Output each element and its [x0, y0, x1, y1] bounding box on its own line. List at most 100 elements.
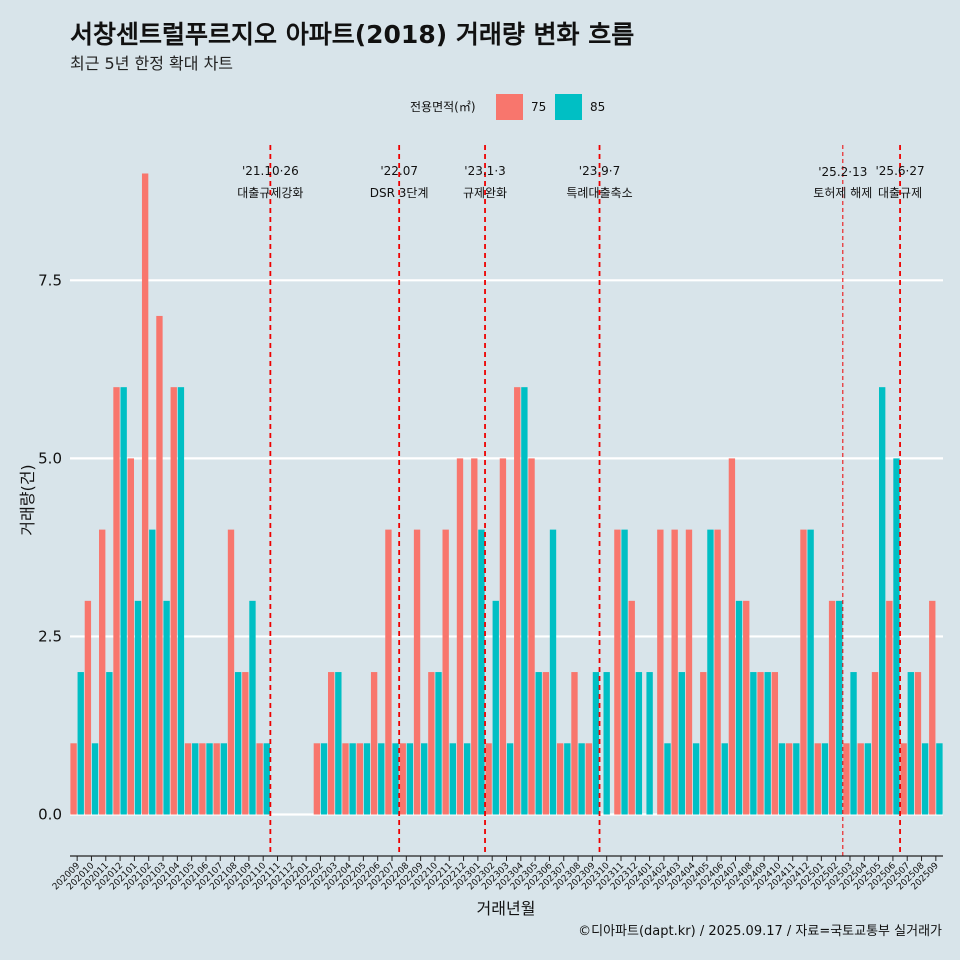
bar — [549, 529, 557, 815]
bar — [442, 529, 449, 815]
bar — [728, 458, 736, 815]
bar — [478, 529, 485, 815]
y-tick-label: 0.0 — [38, 806, 62, 824]
bar — [621, 529, 628, 815]
bar — [764, 672, 771, 815]
bar — [106, 672, 113, 815]
event-label: 특례대출축소 — [566, 186, 632, 200]
bar — [871, 672, 879, 815]
bar — [385, 529, 392, 815]
bar — [778, 743, 786, 815]
bar — [807, 529, 814, 815]
bar — [249, 600, 256, 815]
bar — [213, 743, 220, 815]
bar — [177, 387, 185, 815]
bar — [499, 458, 507, 815]
y-tick-label: 7.5 — [38, 271, 62, 289]
bar — [814, 743, 821, 815]
bar — [378, 743, 385, 815]
bar — [578, 743, 585, 815]
bar — [878, 387, 886, 815]
bar — [646, 672, 653, 815]
bar — [428, 672, 435, 815]
bar — [256, 743, 263, 815]
bar — [199, 743, 206, 815]
event-date: '21.10·26 — [242, 164, 299, 178]
bar — [592, 672, 600, 815]
bar — [793, 743, 800, 815]
legend-label-85: 85 — [590, 100, 605, 114]
event-label: 대출규제강화 — [237, 186, 303, 200]
bar — [843, 743, 850, 815]
bar — [206, 743, 213, 815]
legend-label-75: 75 — [531, 100, 546, 114]
bar — [707, 529, 714, 815]
legend: 전용면적(㎡) 75 85 — [410, 94, 605, 120]
bar — [449, 743, 457, 815]
bar — [528, 458, 535, 815]
bar — [900, 743, 907, 815]
bar — [664, 743, 671, 815]
bar — [836, 600, 843, 815]
bar — [864, 743, 872, 815]
bar — [678, 672, 685, 815]
bar — [521, 387, 528, 815]
bar — [886, 600, 893, 815]
y-axis-label: 거래량(건) — [18, 464, 37, 535]
bar — [234, 672, 242, 815]
bar — [936, 743, 943, 815]
event-lines: '21.10·26 대출규제강화 '22.07 DSR 3단계 '23.1·3 규제완화 '… — [237, 145, 925, 856]
bar — [313, 743, 321, 815]
bar — [399, 743, 406, 815]
bar — [714, 529, 721, 815]
bar — [134, 600, 142, 815]
bar — [471, 458, 478, 815]
event-label: 토허제 해제 — [813, 186, 872, 200]
bar — [156, 315, 163, 815]
legend-swatch-75 — [496, 94, 523, 120]
bar — [113, 387, 120, 815]
bar — [800, 529, 807, 815]
bar — [571, 672, 578, 815]
bar — [342, 743, 349, 815]
bar — [370, 672, 378, 815]
bar — [585, 743, 592, 815]
bar — [857, 743, 864, 815]
bar — [721, 743, 728, 815]
bar — [263, 743, 270, 815]
chart-title: 서창센트럴푸르지오 아파트(2018) 거래량 변화 흐름 — [70, 20, 634, 49]
bar — [785, 743, 793, 815]
bar — [914, 672, 922, 815]
bar — [456, 458, 464, 815]
bar — [328, 672, 335, 815]
event-date: '23.1·3 — [464, 164, 505, 178]
bar — [750, 672, 757, 815]
bar — [413, 529, 421, 815]
bar — [556, 743, 564, 815]
bar — [757, 672, 764, 815]
bar — [406, 743, 414, 815]
event-date: '25.6·27 — [876, 164, 925, 178]
bar — [821, 743, 829, 815]
bar — [192, 743, 199, 815]
event-label: 규제완화 — [463, 186, 507, 200]
bar — [893, 458, 900, 815]
bar — [91, 743, 99, 815]
bar — [141, 173, 149, 815]
bar — [657, 529, 664, 815]
event-label: DSR 3단계 — [370, 186, 429, 200]
bar — [227, 529, 235, 815]
bar — [743, 600, 750, 815]
bar — [127, 458, 135, 815]
bar — [492, 600, 499, 815]
bar — [77, 672, 84, 815]
bar — [421, 743, 428, 815]
bar — [628, 600, 635, 815]
bar — [220, 743, 228, 815]
axes: 2020092020102020112020122021012021022021… — [51, 855, 943, 892]
bar — [907, 672, 914, 815]
bar — [320, 743, 328, 815]
y-tick-label: 5.0 — [38, 449, 62, 467]
bar — [850, 672, 857, 815]
event-date: '25.2·13 — [818, 165, 867, 179]
